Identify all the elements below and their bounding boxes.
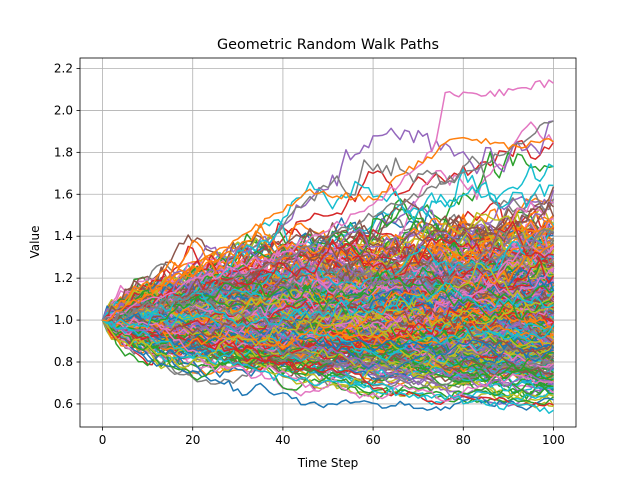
- y-tick-label: 1.8: [54, 145, 73, 159]
- x-tick-label: 60: [365, 433, 380, 447]
- walk-path-extreme: [102, 79, 554, 322]
- y-axis-label: Value: [28, 226, 42, 259]
- walk-path: [102, 282, 554, 328]
- walk-path: [102, 312, 554, 359]
- walk-path: [102, 219, 555, 321]
- y-tick-label: 1.2: [54, 271, 73, 285]
- x-axis-label: Time Step: [297, 456, 359, 470]
- walk-path: [102, 315, 554, 403]
- walk-path: [101, 311, 555, 362]
- y-tick-label: 1.6: [54, 187, 73, 201]
- x-axis-ticks: 0 20 40 60 80 100: [99, 427, 565, 447]
- walk-path-extreme: [102, 319, 554, 414]
- walk-path: [102, 319, 554, 378]
- x-tick-label: 80: [456, 433, 471, 447]
- walk-path: [101, 229, 554, 328]
- chart-title: Geometric Random Walk Paths: [217, 37, 439, 53]
- x-tick-label: 0: [99, 433, 107, 447]
- y-axis-ticks: 0.6 0.8 1.0 1.2 1.4 1.6 1.8 2.0 2.2: [54, 61, 80, 411]
- walk-path: [102, 120, 554, 322]
- walk-paths: [101, 79, 555, 414]
- walk-path: [102, 267, 554, 345]
- y-tick-label: 0.6: [54, 397, 73, 411]
- x-tick-label: 20: [185, 433, 200, 447]
- walk-path: [101, 220, 554, 322]
- x-tick-label: 100: [542, 433, 565, 447]
- walk-path: [102, 302, 555, 355]
- y-tick-label: 0.8: [54, 355, 73, 369]
- x-tick-label: 40: [275, 433, 290, 447]
- walk-path: [102, 201, 555, 325]
- walk-path: [101, 262, 554, 369]
- y-tick-label: 2.0: [54, 103, 73, 117]
- plot-frame: [79, 57, 577, 428]
- walk-path: [101, 274, 555, 364]
- y-tick-label: 1.0: [54, 313, 73, 327]
- walk-path-extreme: [102, 136, 554, 322]
- y-tick-label: 1.4: [54, 229, 73, 243]
- walk-path-extreme: [102, 120, 554, 321]
- y-tick-label: 2.2: [54, 61, 73, 75]
- walk-path: [102, 251, 554, 321]
- walk-path: [102, 302, 555, 350]
